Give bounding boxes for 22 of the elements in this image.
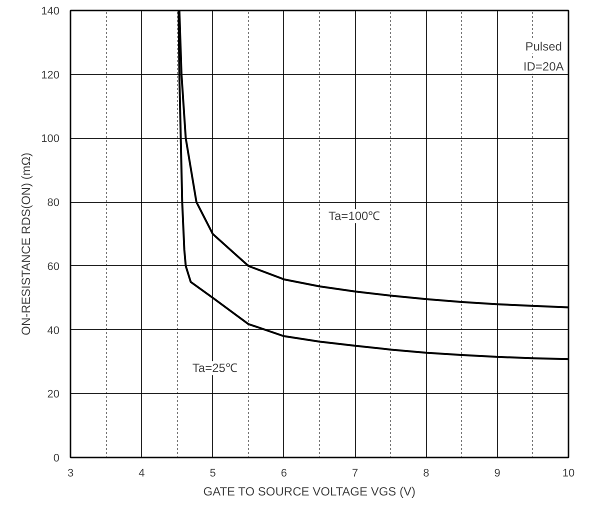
x-tick-label: 5 <box>210 468 216 480</box>
y-tick-label: 60 <box>47 260 60 273</box>
y-tick-label: 100 <box>41 133 60 146</box>
x-tick-label: 10 <box>562 468 575 480</box>
annotation: Pulsed <box>525 39 562 54</box>
annotation: ID=20A <box>523 59 564 74</box>
y-tick-label: 0 <box>53 452 60 464</box>
y-tick-label: 20 <box>47 388 60 401</box>
annotation: Ta=100℃ <box>328 209 380 224</box>
y-tick-label: 80 <box>47 197 60 210</box>
y-tick-label: 120 <box>41 69 60 82</box>
x-tick-label: 9 <box>494 468 500 480</box>
y-axis-title: ON-RESISTANCE RDS(ON) (mΩ) <box>19 152 34 336</box>
x-tick-label: 7 <box>352 468 358 480</box>
x-tick-label: 6 <box>280 468 287 480</box>
x-tick-label: 4 <box>138 468 145 480</box>
x-tick-label: 3 <box>67 468 74 480</box>
x-axis-title: GATE TO SOURCE VOLTAGE VGS (V) <box>203 484 416 498</box>
y-tick-label: 140 <box>41 6 60 18</box>
y-tick-label: 40 <box>47 324 60 337</box>
x-tick-label: 8 <box>423 468 430 480</box>
annotation: Ta=25℃ <box>192 361 238 376</box>
